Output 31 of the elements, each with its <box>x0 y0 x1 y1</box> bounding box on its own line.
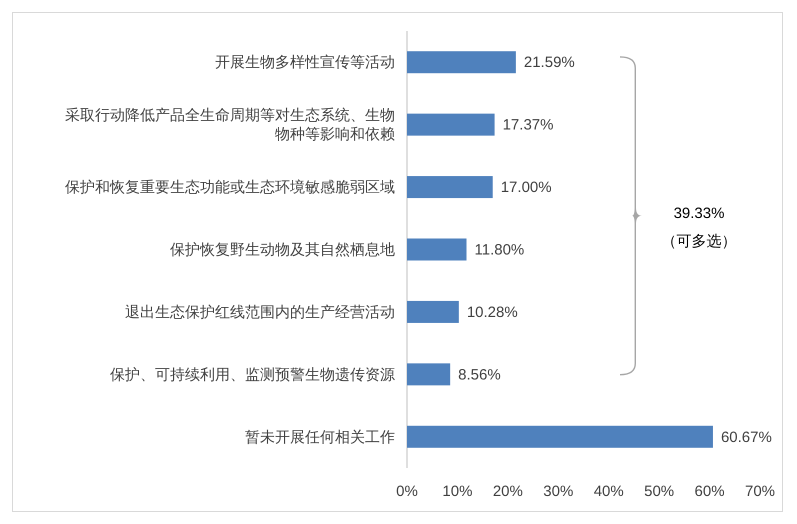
data-label: 60.67% <box>720 428 772 446</box>
y-tick-label: 开展生物多样性宣传等活动 <box>215 54 395 72</box>
y-tick-label: 退出生态保护红线范围内的生产经营活动 <box>125 304 395 321</box>
y-tick-label: 保护和恢复重要生态功能或生态环境敏感脆弱区域 <box>65 179 395 196</box>
y-tick-label: 保护、可持续利用、监测预警生物遗传资源 <box>110 366 395 384</box>
annotation: 39.33% <box>674 204 724 222</box>
x-tick-label: 10% <box>442 483 472 500</box>
bar <box>407 426 713 448</box>
annotation: （可多选） <box>662 232 736 250</box>
data-label: 17.37% <box>502 116 554 134</box>
x-tick-label: 60% <box>694 483 725 500</box>
y-tick-label: 暂未开展任何相关工作 <box>245 428 395 446</box>
x-tick-label: 50% <box>644 483 674 500</box>
data-label: 11.80% <box>474 242 524 258</box>
data-label: 10.28% <box>466 304 518 321</box>
bar <box>407 238 467 260</box>
bar <box>407 300 459 323</box>
x-tick-label: 70% <box>744 483 776 500</box>
bar <box>407 51 516 74</box>
bar <box>407 176 493 198</box>
data-label: 17.00% <box>500 179 552 196</box>
y-tick-label: 保护恢复野生动物及其自然栖息地 <box>170 242 395 258</box>
data-label: 8.56% <box>458 366 501 384</box>
x-tick-label: 30% <box>543 483 574 500</box>
y-tick-label: 采取行动降低产品全生命周期等对生态系统、生物物种等影响和依赖 <box>65 107 395 144</box>
x-tick-label: 20% <box>492 483 523 500</box>
x-tick-label: 40% <box>594 483 624 500</box>
data-label: 21.59% <box>524 54 575 72</box>
bar <box>407 363 450 386</box>
bar <box>407 114 495 136</box>
x-tick-label: 0% <box>396 483 418 500</box>
